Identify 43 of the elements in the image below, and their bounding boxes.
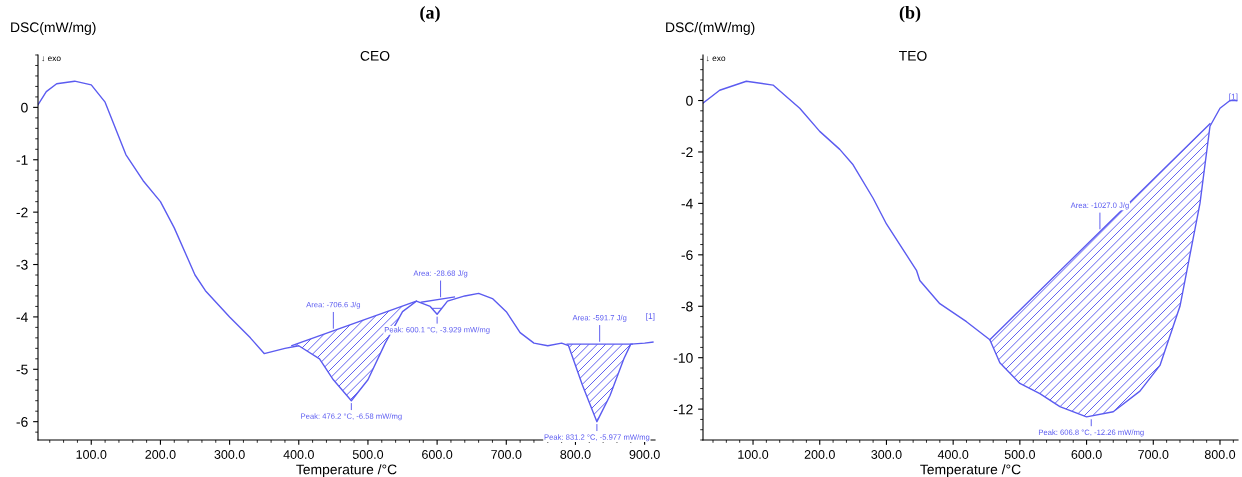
annotation: [1] [646, 312, 655, 321]
y-tick-label: -10 [673, 353, 693, 363]
chart-title: (b) [899, 6, 921, 23]
annotation: ↓ exo [42, 56, 61, 62]
x-tick-label: 100.0 [76, 450, 107, 459]
y-tick-label: -3 [16, 259, 28, 270]
y-tick-label: -2 [681, 147, 693, 157]
y-tick-label: -1 [16, 155, 28, 165]
y-tick-label: 0 [21, 102, 28, 113]
x-tick-label: 500.0 [352, 450, 384, 459]
x-tick-label: 200.0 [804, 450, 835, 459]
x-axis-title: Temperature /°C [296, 464, 397, 477]
y-tick-label: -6 [16, 417, 28, 427]
x-tick-label: 900.0 [629, 450, 660, 459]
y-tick-label: -8 [681, 301, 693, 312]
x-tick-label: 500.0 [1004, 450, 1036, 459]
y-tick-label: -4 [681, 198, 693, 209]
x-tick-label: 300.0 [871, 450, 902, 459]
y-tick-label: -2 [16, 207, 28, 218]
y-tick-label: -12 [673, 404, 693, 415]
y-axis-title: DSC(mW/mg) [11, 22, 96, 35]
x-tick-label: 700.0 [491, 450, 522, 459]
x-tick-label: 800.0 [1204, 450, 1236, 459]
annotation: [1] [1229, 93, 1238, 102]
chart-subtitle: CEO [360, 50, 390, 61]
y-tick-label: 0 [686, 95, 693, 106]
x-tick-label: 600.0 [422, 450, 453, 459]
x-tick-label: 800.0 [560, 450, 591, 459]
y-tick-label: -5 [16, 364, 28, 375]
y-axis-title: DSC/(mW/mg) [666, 22, 755, 35]
chart-title: (a) [420, 6, 440, 23]
x-tick-label: 200.0 [145, 450, 176, 459]
x-tick-label: 100.0 [738, 450, 769, 459]
y-tick-label: -6 [681, 250, 693, 260]
chart-subtitle: TEO [899, 50, 927, 61]
x-tick-label: 300.0 [214, 450, 245, 459]
annotation: ↓ exo [706, 56, 726, 62]
x-tick-label: 400.0 [937, 450, 969, 459]
y-tick-label: -4 [16, 312, 28, 322]
x-tick-label: 400.0 [283, 450, 314, 459]
x-tick-label: 600.0 [1071, 450, 1102, 459]
x-tick-label: 700.0 [1138, 450, 1169, 459]
x-axis-title: Temperature /°C [920, 464, 1021, 477]
